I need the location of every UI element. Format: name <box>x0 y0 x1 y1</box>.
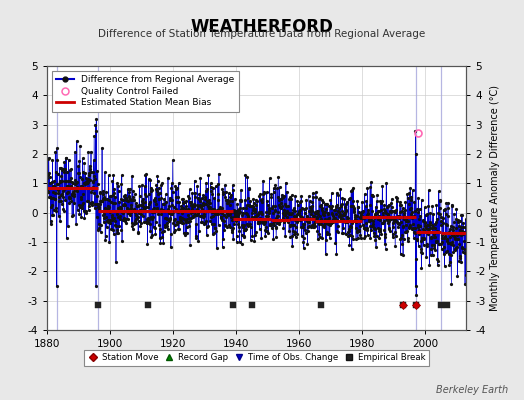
Text: Berkeley Earth: Berkeley Earth <box>436 385 508 395</box>
Legend: Difference from Regional Average, Quality Control Failed, Estimated Station Mean: Difference from Regional Average, Qualit… <box>52 70 239 112</box>
Legend: Station Move, Record Gap, Time of Obs. Change, Empirical Break: Station Move, Record Gap, Time of Obs. C… <box>84 350 429 366</box>
Text: Difference of Station Temperature Data from Regional Average: Difference of Station Temperature Data f… <box>99 29 425 39</box>
Y-axis label: Monthly Temperature Anomaly Difference (°C): Monthly Temperature Anomaly Difference (… <box>490 85 500 311</box>
Text: WEATHERFORD: WEATHERFORD <box>191 18 333 36</box>
